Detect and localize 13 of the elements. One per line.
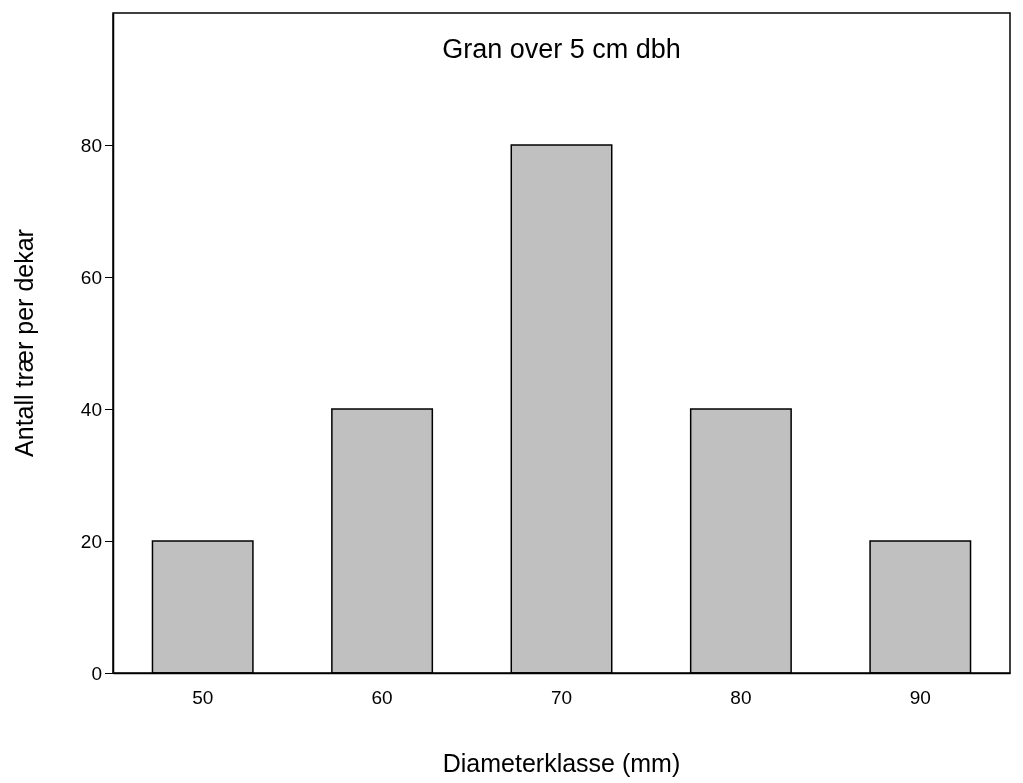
x-tick-label: 90 <box>909 687 931 709</box>
x-tick-label: 70 <box>550 687 573 709</box>
y-tick-label: 60 <box>80 266 102 288</box>
x-tick-label: 80 <box>730 687 752 709</box>
text: Gran over 5 cm dbh <box>442 34 681 64</box>
y-axis-title: Antall trær per dekar <box>10 229 38 457</box>
x-tick-label: 50 <box>192 687 214 709</box>
x-tick-label: 60 <box>371 687 393 709</box>
y-tick-label: 20 <box>80 530 102 552</box>
y-tick-label: 40 <box>80 398 102 420</box>
y-tick-label: 0 <box>91 662 102 684</box>
y-tick-label: 80 <box>80 134 102 156</box>
x-axis-title: Diameterklasse (mm) <box>442 749 681 777</box>
